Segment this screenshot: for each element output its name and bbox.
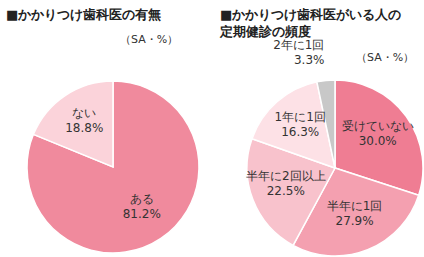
html-text:（SA・%）: （SA・%） bbox=[356, 51, 415, 64]
html-text:（SA・%）: （SA・%） bbox=[120, 33, 179, 46]
svg-text:半年に2回以上22.5%: 半年に2回以上22.5% bbox=[246, 169, 326, 198]
html-text:■かかりつけ歯科医の有無: ■かかりつけ歯科医の有無 bbox=[6, 7, 162, 22]
svg-text:ある81.2%: ある81.2% bbox=[123, 192, 161, 221]
svg-text:2年に1回3.3%: 2年に1回3.3% bbox=[273, 38, 324, 67]
html-text:■かかりつけ歯科医がいる人の定期健診の頻度: ■かかりつけ歯科医がいる人の定期健診の頻度 bbox=[220, 7, 402, 39]
svg-text:ない18.8%: ない18.8% bbox=[65, 106, 103, 135]
svg-text:1年に1回16.3%: 1年に1回16.3% bbox=[275, 110, 326, 139]
svg-text:半年に1回27.9%: 半年に1回27.9% bbox=[327, 199, 383, 228]
svg-text:受けていない30.0%: 受けていない30.0% bbox=[342, 119, 414, 148]
